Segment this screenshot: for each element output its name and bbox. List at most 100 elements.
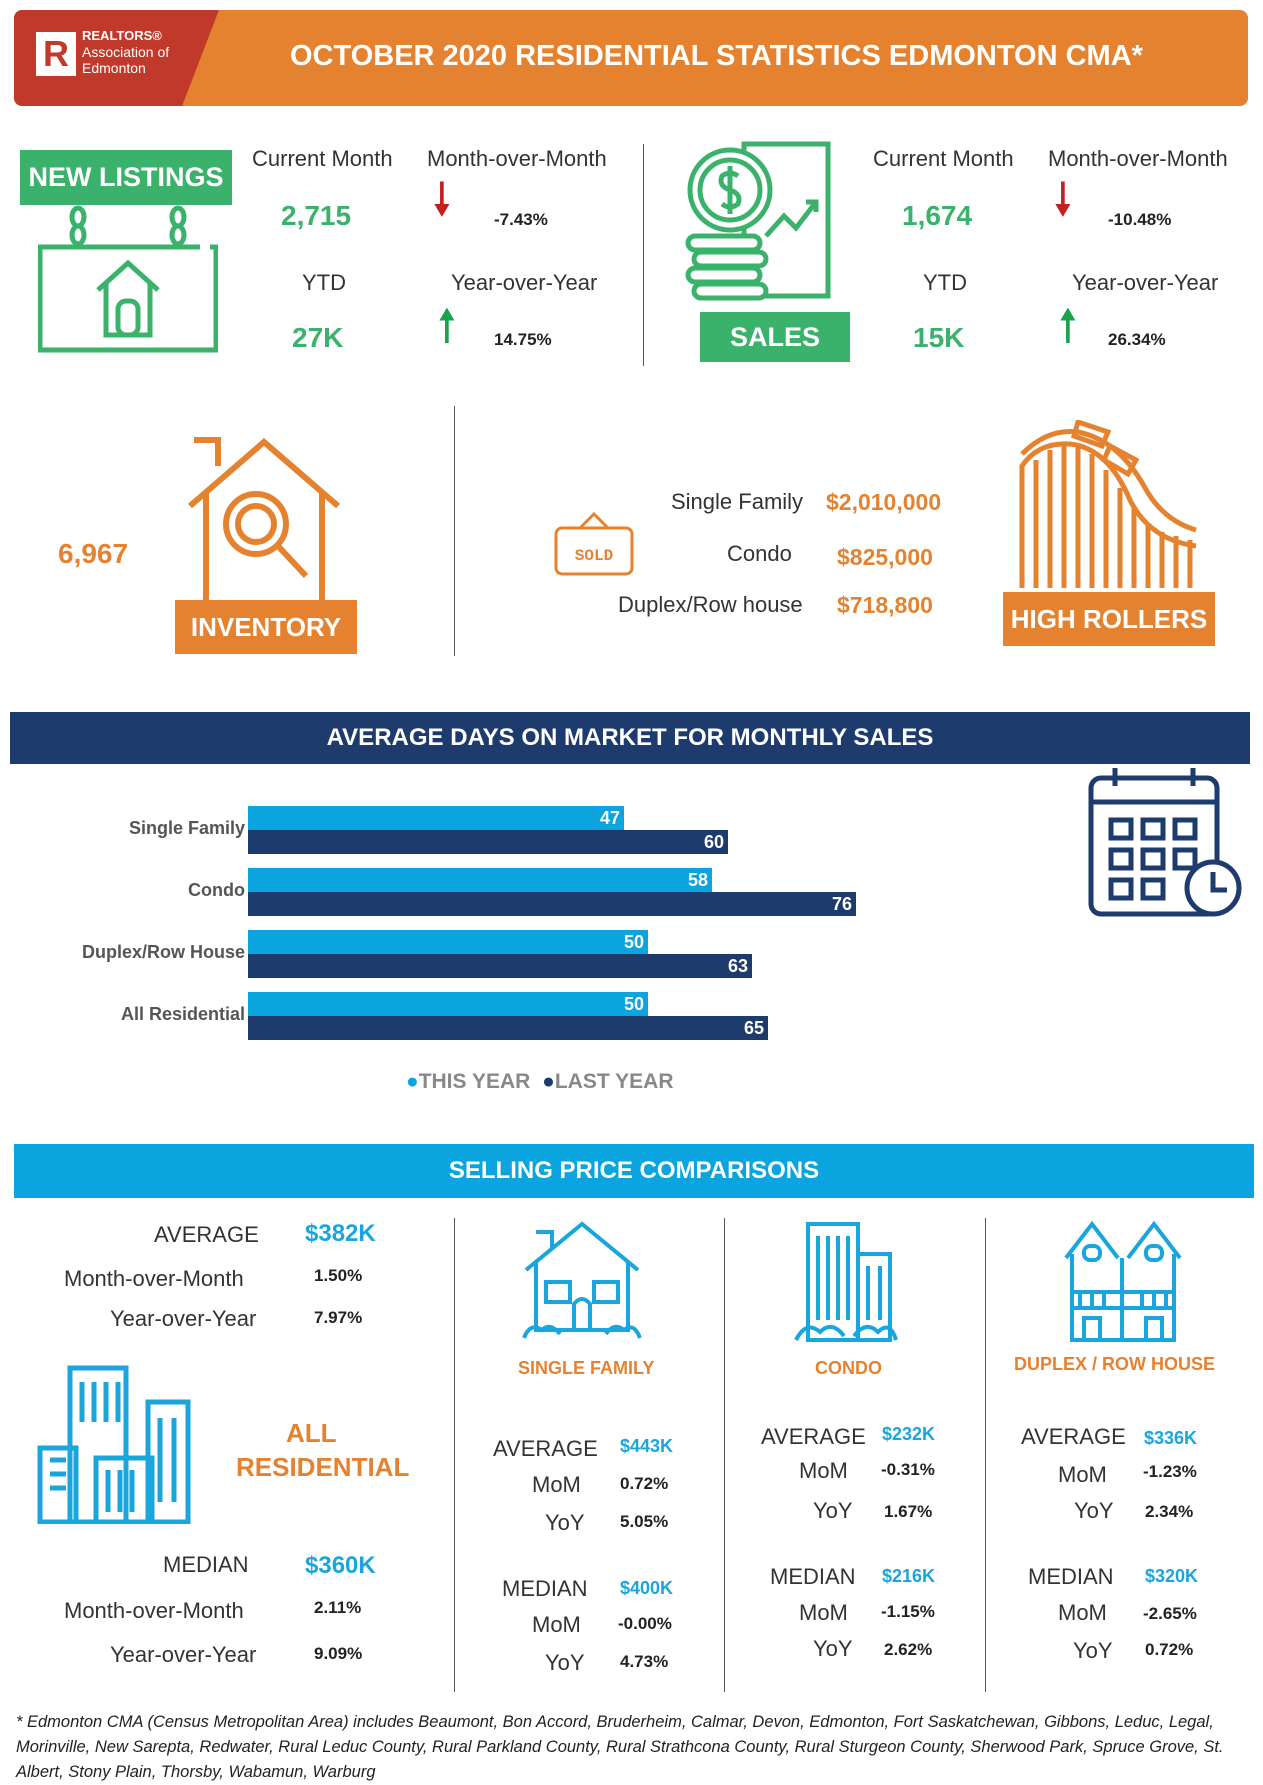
duplex-median-value: $320K (1145, 1566, 1199, 1586)
logo-line-3: Edmonton (82, 60, 146, 76)
condo-med-yoy-label: YoY (813, 1636, 853, 1661)
nl-mom-value: -7.43% (494, 210, 548, 229)
condo-title: CONDO (815, 1358, 882, 1378)
divider (985, 1218, 986, 1692)
all-med-yoy-label: Year-over-Year (110, 1642, 257, 1667)
duplex-med-mom-value: -2.65% (1143, 1604, 1197, 1623)
all-avg-yoy-value: 7.97% (314, 1308, 363, 1327)
category-label: Single Family (128, 818, 245, 838)
sales-current-month-value: 1,674 (902, 200, 973, 231)
realtors-r-logo-icon: R (36, 32, 76, 76)
bar-value-label: 63 (727, 956, 748, 976)
bar-value-label: 60 (703, 832, 724, 852)
sf-med-yoy-value: 4.73% (620, 1652, 669, 1671)
duplex-average-label: AVERAGE (1021, 1424, 1126, 1449)
nl-current-month-label: Current Month (252, 146, 393, 171)
roller-coaster-icon (1019, 420, 1197, 588)
duplex-med-mom-label: MoM (1058, 1600, 1107, 1625)
bar: 76 (248, 892, 856, 916)
all-med-mom-label: Month-over-Month (64, 1598, 244, 1623)
sf-avg-mom-label: MoM (532, 1472, 581, 1497)
divider (454, 406, 455, 656)
all-avg-mom-value: 1.50% (314, 1266, 363, 1285)
logo-line-2: Association of (82, 44, 170, 60)
duplex-houses-icon (1064, 1220, 1182, 1342)
condo-average-label: AVERAGE (761, 1424, 866, 1449)
inventory-badge: INVENTORY (175, 600, 357, 654)
all-median-value: $360K (305, 1552, 376, 1579)
nl-ytd-label: YTD (302, 270, 346, 295)
selling-price-title: SELLING PRICE COMPARISONS (14, 1144, 1254, 1198)
sales-mom-label: Month-over-Month (1048, 146, 1228, 171)
logo-line-1: REALTORS® (82, 28, 162, 43)
condo-avg-mom-value: -0.31% (881, 1460, 935, 1479)
bar-value-label: 58 (687, 870, 708, 890)
duplex-median-label: MEDIAN (1028, 1564, 1114, 1589)
sales-yoy-label: Year-over-Year (1072, 270, 1219, 295)
bar-value-label: 65 (743, 1018, 764, 1038)
sf-med-yoy-label: YoY (545, 1650, 585, 1675)
sf-average-label: AVERAGE (493, 1436, 598, 1461)
duplex-title: DUPLEX / ROW HOUSE (1014, 1354, 1216, 1374)
for-sale-sign-icon (38, 205, 218, 353)
bar-value-label: 50 (623, 932, 644, 952)
arrow-up-icon: 🠕 (1058, 299, 1078, 351)
condo-buildings-icon (794, 1222, 898, 1342)
house-search-icon (188, 437, 340, 602)
sf-avg-mom-value: 0.72% (620, 1474, 669, 1493)
legend-this-year: THIS YEAR (418, 1070, 531, 1093)
nl-yoy-label: Year-over-Year (451, 270, 598, 295)
sold-sign-icon: SOLD (554, 511, 634, 576)
hr-value-single-family: $2,010,000 (826, 489, 942, 515)
inventory-value: 6,967 (58, 538, 129, 569)
sf-average-value: $443K (620, 1436, 674, 1456)
condo-median-label: MEDIAN (770, 1564, 856, 1589)
duplex-avg-mom-label: MoM (1058, 1462, 1107, 1487)
all-average-label: AVERAGE (154, 1222, 259, 1247)
duplex-avg-yoy-label: YoY (1074, 1498, 1114, 1523)
legend-last-year: LAST YEAR (554, 1070, 674, 1093)
hr-value-condo: $825,000 (837, 544, 933, 570)
city-buildings-icon (37, 1365, 191, 1524)
sf-median-label: MEDIAN (502, 1576, 588, 1601)
arrow-up-icon: 🠕 (437, 299, 457, 351)
nl-ytd-value: 27K (292, 322, 344, 353)
bar-value-label: 47 (599, 808, 620, 828)
bar: 58 (248, 868, 712, 892)
all-average-value: $382K (305, 1220, 376, 1247)
single-family-title: SINGLE FAMILY (518, 1358, 655, 1378)
high-rollers-badge: HIGH ROLLERS (1003, 592, 1215, 646)
bar: 50 (248, 992, 648, 1016)
nl-yoy-value: 14.75% (494, 330, 552, 349)
sales-mom-value: -10.48% (1108, 210, 1172, 229)
all-residential-title-2: RESIDENTIAL (236, 1452, 410, 1482)
condo-median-value: $216K (882, 1566, 936, 1586)
divider (643, 144, 644, 366)
category-label: All Residential (120, 1004, 245, 1024)
chart-legend: ●THIS YEAR ●LAST YEAR (406, 1070, 674, 1094)
bar: 50 (248, 930, 648, 954)
legend-dot-last-year: ● (542, 1070, 555, 1093)
all-med-yoy-value: 9.09% (314, 1644, 363, 1663)
new-listings-badge: NEW LISTINGS (20, 150, 232, 205)
condo-med-yoy-value: 2.62% (884, 1640, 933, 1659)
bar: 60 (248, 830, 728, 854)
duplex-average-value: $336K (1144, 1428, 1198, 1448)
sf-med-mom-value: -0.00% (618, 1614, 672, 1633)
all-residential-title-1: ALL (286, 1418, 337, 1448)
arrow-down-icon: 🠗 (1053, 173, 1073, 225)
sf-med-mom-label: MoM (532, 1612, 581, 1637)
condo-avg-yoy-value: 1.67% (884, 1502, 933, 1521)
divider (724, 1218, 725, 1692)
sf-median-value: $400K (620, 1578, 674, 1598)
bar: 65 (248, 1016, 768, 1040)
sales-yoy-value: 26.34% (1108, 330, 1166, 349)
hr-label-single-family: Single Family (671, 489, 804, 514)
all-med-mom-value: 2.11% (314, 1598, 362, 1617)
condo-med-mom-value: -1.15% (881, 1602, 935, 1621)
duplex-avg-yoy-value: 2.34% (1145, 1502, 1194, 1521)
page-title: OCTOBER 2020 RESIDENTIAL STATISTICS EDMO… (290, 40, 1143, 72)
duplex-med-yoy-label: YoY (1073, 1638, 1113, 1663)
calendar-clock-icon (1088, 768, 1242, 917)
bar: 63 (248, 954, 752, 978)
